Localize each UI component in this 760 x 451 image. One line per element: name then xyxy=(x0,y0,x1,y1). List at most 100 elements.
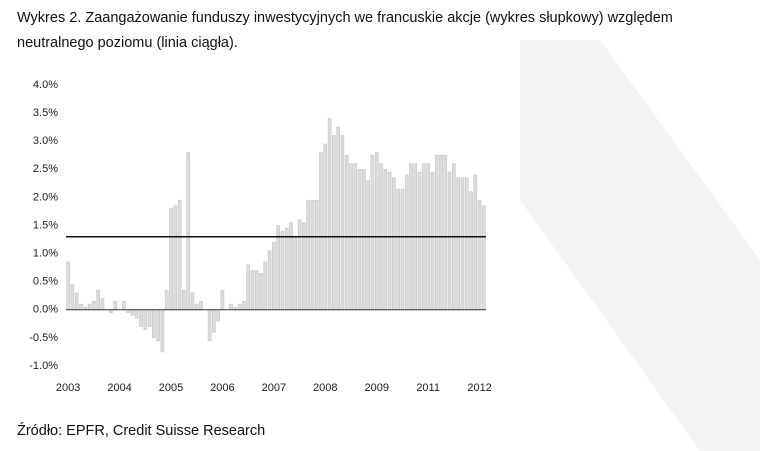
x-tick-label: 2008 xyxy=(313,382,337,394)
bar xyxy=(242,301,246,311)
y-tick-label: -1.0% xyxy=(29,360,58,372)
bar xyxy=(246,264,250,311)
source: Źródło: EPFR, Credit Suisse Research xyxy=(17,422,265,439)
y-tick-label: 1.0% xyxy=(33,248,58,260)
bar xyxy=(374,152,379,311)
bar xyxy=(370,154,375,311)
bar xyxy=(194,303,199,311)
bar xyxy=(254,270,259,311)
bar xyxy=(460,177,465,311)
bar xyxy=(250,270,255,311)
bar xyxy=(340,135,345,311)
y-tick-label: 2.5% xyxy=(33,163,58,175)
bar xyxy=(400,188,405,311)
bar xyxy=(297,219,302,311)
bar xyxy=(272,242,276,311)
bar xyxy=(443,154,448,311)
bar xyxy=(113,301,118,311)
bar xyxy=(66,261,70,311)
bar xyxy=(383,169,388,311)
bar xyxy=(139,309,143,327)
bar xyxy=(186,152,190,311)
bar xyxy=(164,289,169,311)
bar xyxy=(464,177,469,311)
bar xyxy=(160,309,165,353)
bar xyxy=(439,154,443,311)
bar xyxy=(362,169,366,311)
bar xyxy=(344,154,349,311)
bar xyxy=(70,284,75,311)
bar xyxy=(482,205,486,311)
x-tick-label: 2009 xyxy=(364,382,388,394)
bar xyxy=(156,309,160,342)
bar xyxy=(220,289,225,311)
bar xyxy=(276,225,280,311)
chart-title: Wykres 2. Zaangażowanie funduszy inwesty… xyxy=(17,10,673,26)
y-tick-label: 4.0% xyxy=(33,79,58,91)
bar xyxy=(280,230,285,311)
bar xyxy=(327,118,332,311)
x-tick-label: 2012 xyxy=(467,382,491,394)
bar xyxy=(396,188,400,311)
bar xyxy=(314,199,319,311)
bar xyxy=(173,205,178,311)
bar xyxy=(259,272,263,311)
bar xyxy=(79,303,83,311)
bar xyxy=(336,126,340,311)
bar xyxy=(319,152,323,311)
bar xyxy=(366,180,370,311)
bar xyxy=(122,301,126,311)
bar xyxy=(456,177,460,311)
bar xyxy=(216,309,220,322)
bar xyxy=(392,177,396,311)
bar xyxy=(100,298,105,311)
bar xyxy=(263,261,268,311)
bar xyxy=(134,309,139,319)
bar xyxy=(152,309,156,339)
bar xyxy=(212,309,216,333)
bar xyxy=(357,169,362,311)
bar xyxy=(229,303,233,311)
bar xyxy=(302,222,306,311)
y-tick-label: 2.0% xyxy=(33,191,58,203)
bar xyxy=(293,236,298,311)
bar xyxy=(147,309,152,327)
bar xyxy=(289,222,293,311)
bar xyxy=(169,208,173,311)
x-tick-label: 2007 xyxy=(262,382,286,394)
bar xyxy=(284,228,289,311)
x-tick-label: 2011 xyxy=(416,382,440,394)
y-tick-label: 3.0% xyxy=(33,135,58,147)
bar xyxy=(190,292,195,311)
bar xyxy=(306,199,310,311)
bar xyxy=(473,174,478,311)
x-tick-label: 2004 xyxy=(107,382,131,394)
bar xyxy=(404,174,409,311)
x-tick-label: 2003 xyxy=(56,382,80,394)
bar xyxy=(207,309,212,342)
bar xyxy=(469,191,473,311)
bar xyxy=(310,199,315,311)
bar xyxy=(182,289,186,311)
bar xyxy=(417,171,422,311)
bar xyxy=(74,292,79,311)
bar xyxy=(143,309,148,330)
bar xyxy=(332,135,336,311)
bar xyxy=(130,309,135,316)
y-tick-label: -0.5% xyxy=(29,332,58,344)
bar xyxy=(267,250,272,311)
bar xyxy=(92,301,96,311)
bar xyxy=(87,303,92,311)
chart-title: neutralnego poziomu (linia ciągła). xyxy=(17,35,238,51)
bar xyxy=(434,154,439,311)
x-tick-label: 2006 xyxy=(210,382,234,394)
bar xyxy=(177,199,182,311)
y-tick-label: 3.5% xyxy=(33,107,58,119)
y-tick-label: 1.5% xyxy=(33,219,58,231)
bar xyxy=(237,303,242,311)
x-tick-label: 2005 xyxy=(159,382,183,394)
bar xyxy=(477,199,482,311)
bar xyxy=(96,289,100,311)
bar xyxy=(199,301,203,311)
